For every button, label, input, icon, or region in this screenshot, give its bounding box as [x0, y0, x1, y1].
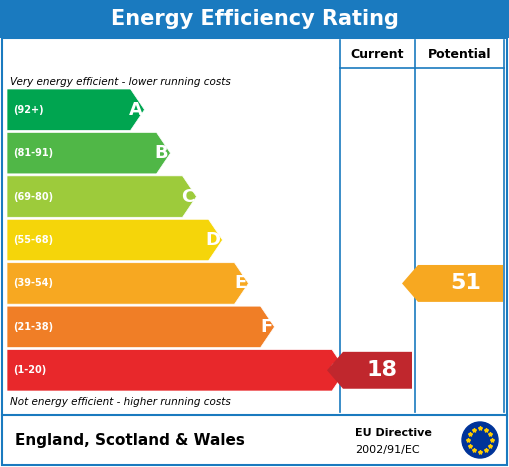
Text: EU Directive: EU Directive — [355, 427, 432, 438]
Text: D: D — [206, 231, 220, 249]
Polygon shape — [7, 89, 145, 130]
Polygon shape — [7, 219, 222, 261]
Text: E: E — [234, 275, 246, 292]
Polygon shape — [327, 352, 412, 389]
Text: (92+): (92+) — [13, 105, 44, 115]
Text: Very energy efficient - lower running costs: Very energy efficient - lower running co… — [10, 77, 231, 87]
Polygon shape — [7, 133, 171, 174]
Text: Potential: Potential — [428, 48, 491, 61]
Text: Not energy efficient - higher running costs: Not energy efficient - higher running co… — [10, 397, 231, 407]
Text: (1-20): (1-20) — [13, 365, 46, 375]
Polygon shape — [7, 176, 196, 217]
Text: B: B — [155, 144, 168, 162]
Text: G: G — [329, 361, 344, 379]
Text: (39-54): (39-54) — [13, 278, 53, 289]
Text: (69-80): (69-80) — [13, 191, 53, 202]
Bar — [0, 0, 509, 38]
Text: A: A — [129, 101, 143, 119]
Text: C: C — [181, 188, 194, 205]
Text: 51: 51 — [450, 274, 481, 293]
Text: 18: 18 — [367, 360, 398, 380]
Circle shape — [462, 422, 498, 458]
Polygon shape — [7, 350, 346, 391]
Text: 2002/91/EC: 2002/91/EC — [355, 445, 419, 455]
Text: (21-38): (21-38) — [13, 322, 53, 332]
Text: Current: Current — [351, 48, 404, 61]
Text: England, Scotland & Wales: England, Scotland & Wales — [15, 432, 245, 447]
Text: (55-68): (55-68) — [13, 235, 53, 245]
Polygon shape — [402, 265, 503, 302]
Text: F: F — [260, 318, 272, 336]
Polygon shape — [7, 306, 274, 347]
Polygon shape — [7, 263, 248, 304]
Text: (81-91): (81-91) — [13, 148, 53, 158]
Text: Energy Efficiency Rating: Energy Efficiency Rating — [110, 9, 399, 29]
